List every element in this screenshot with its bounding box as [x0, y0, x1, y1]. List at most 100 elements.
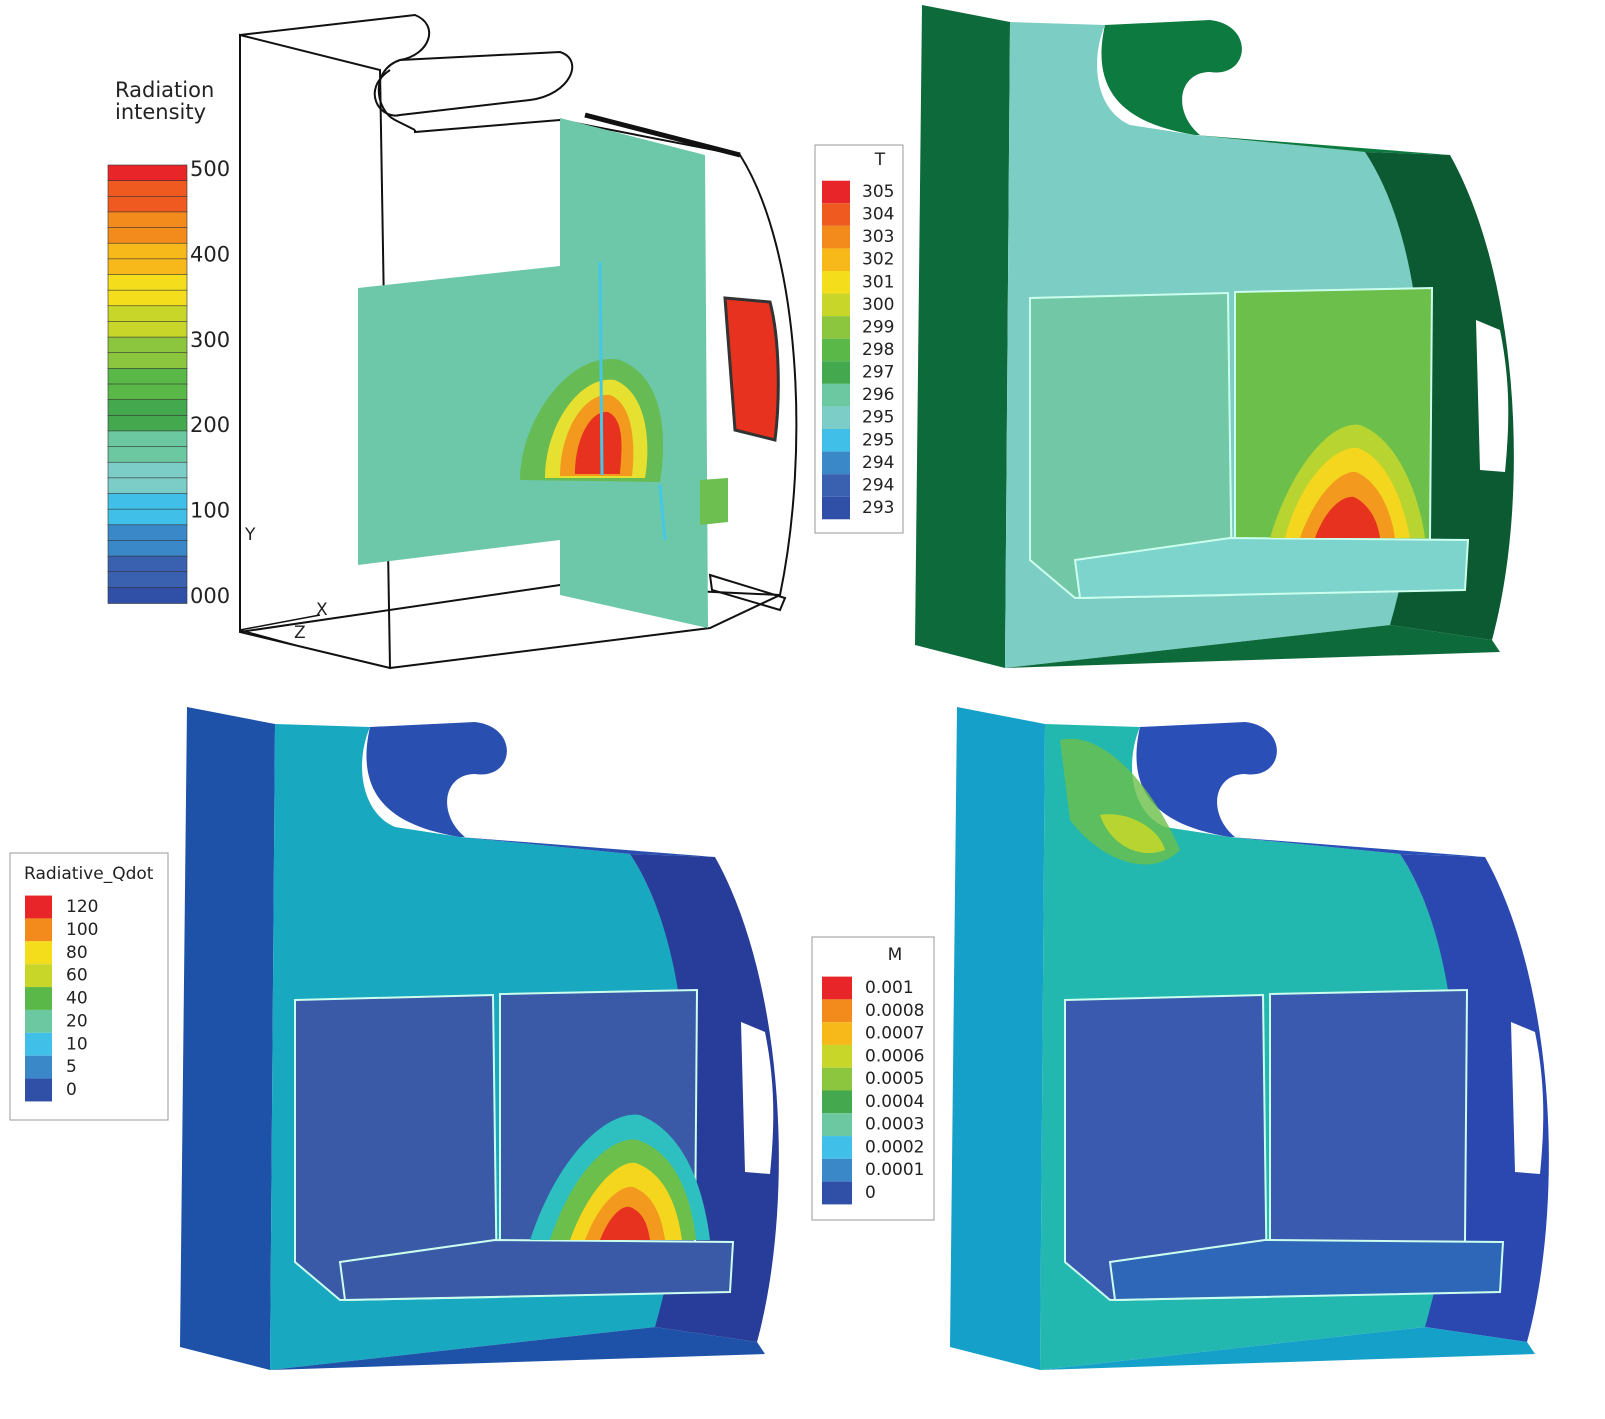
legend-label: 301 [862, 272, 894, 292]
colorbar-band [107, 258, 188, 276]
legend-label: 0.0007 [865, 1024, 924, 1044]
legend-label: 295 [862, 408, 894, 428]
legend-label: 293 [862, 498, 894, 518]
legend-label: 10 [66, 1034, 88, 1054]
legend-label: 0 [66, 1080, 77, 1100]
colorbar-band [107, 195, 188, 213]
legend-swatch [822, 496, 850, 520]
panel-4-geometry [949, 706, 1550, 1371]
legend-label: 294 [862, 453, 894, 473]
colorbar-band [107, 508, 188, 526]
legend-label: 0 [865, 1183, 876, 1203]
colorbar-band [107, 164, 188, 182]
legend-swatch [25, 895, 52, 919]
colorbar-band [107, 430, 188, 448]
legend-label: 0.0005 [865, 1069, 924, 1089]
legend-label: 0.0002 [865, 1137, 924, 1157]
legend-label: 296 [862, 385, 894, 405]
legend-title: intensity [115, 100, 206, 124]
colorbar-band [107, 446, 188, 464]
colorbar-band [107, 414, 188, 432]
legend-title: Radiation [115, 78, 214, 102]
legend-label: 295 [862, 430, 894, 450]
colorbar-band [107, 587, 188, 604]
colorbar-label: 300 [190, 328, 230, 352]
legend-label: 20 [66, 1011, 88, 1031]
legend-title: T [874, 150, 886, 170]
legend-label: 305 [862, 182, 894, 202]
colorbar-band [107, 461, 188, 479]
legend-label: 294 [862, 475, 894, 495]
colorbar-band [107, 399, 188, 417]
colorbar-band [107, 383, 188, 401]
legend-label: 80 [66, 943, 88, 963]
colorbar-band [107, 211, 188, 229]
legend-swatch [822, 1113, 852, 1137]
panel-2-hotspot [1270, 424, 1425, 538]
colorbar-band [107, 305, 188, 323]
legend-label: 0.0004 [865, 1092, 924, 1112]
legend-swatch [822, 976, 852, 1000]
colorbar-band [107, 321, 188, 338]
legend-label: 300 [862, 295, 894, 315]
colorbar-band [107, 336, 188, 354]
legend-swatch [25, 1078, 52, 1102]
legend-swatch [822, 406, 850, 429]
panel-1-plates [358, 118, 780, 628]
panel-2-geometry [914, 4, 1515, 669]
axis-label: Z [294, 623, 306, 643]
colorbar-band [107, 540, 188, 557]
colorbar-label: 500 [190, 157, 230, 181]
legend-swatch [822, 1090, 852, 1114]
legend-swatch [822, 180, 850, 204]
colorbar-band [107, 571, 188, 589]
legend-label: 60 [66, 966, 88, 986]
legend-label: 120 [66, 897, 98, 917]
legend-swatch [822, 361, 850, 384]
legend-label: 304 [862, 205, 894, 225]
legend-swatch [822, 293, 850, 317]
legend-swatch [822, 1158, 852, 1182]
legend-swatch [822, 1136, 852, 1159]
legend-label: 299 [862, 317, 894, 337]
legend-swatch [822, 474, 850, 497]
colorbar-label: 000 [190, 584, 230, 608]
legend-swatch [822, 248, 850, 271]
legend-label: 0.0006 [865, 1046, 924, 1066]
colorbar-label: 400 [190, 242, 230, 266]
panel-1-axes [239, 540, 321, 646]
colorbar-band [107, 180, 188, 198]
legend-swatch [822, 451, 850, 475]
panel-4-plume [1060, 738, 1180, 865]
colorbar-band [107, 555, 188, 573]
legend-swatch [25, 918, 52, 942]
legend-swatch [822, 1067, 852, 1091]
panel-3-geometry [179, 706, 780, 1371]
legend-swatch [822, 316, 850, 339]
legend-swatch [25, 987, 52, 1010]
colorbar-band [107, 352, 188, 370]
colorbar-label: 100 [190, 499, 230, 523]
legend-label: 298 [862, 340, 894, 360]
legend-label: 302 [862, 250, 894, 270]
colorbar-band [107, 242, 188, 260]
legend-swatch [25, 1009, 52, 1033]
legend-label: 100 [66, 920, 98, 940]
legend-swatch [822, 429, 850, 452]
colorbar-band [107, 289, 188, 307]
legend-label: 303 [862, 227, 894, 247]
colorbar-band [107, 227, 188, 245]
legend-swatch [822, 338, 850, 362]
legend-title: Radiative_Qdot [24, 864, 154, 884]
colorbar-band [107, 524, 188, 542]
legend-swatch [822, 225, 850, 249]
legend-label: 5 [66, 1057, 77, 1077]
colorbar-band [107, 477, 188, 495]
legend-swatch [822, 203, 850, 226]
legend-title: M [888, 945, 903, 965]
legend-label: 0.001 [865, 978, 914, 998]
colorbar-band [107, 274, 188, 291]
colorbar-label: 200 [190, 413, 230, 437]
